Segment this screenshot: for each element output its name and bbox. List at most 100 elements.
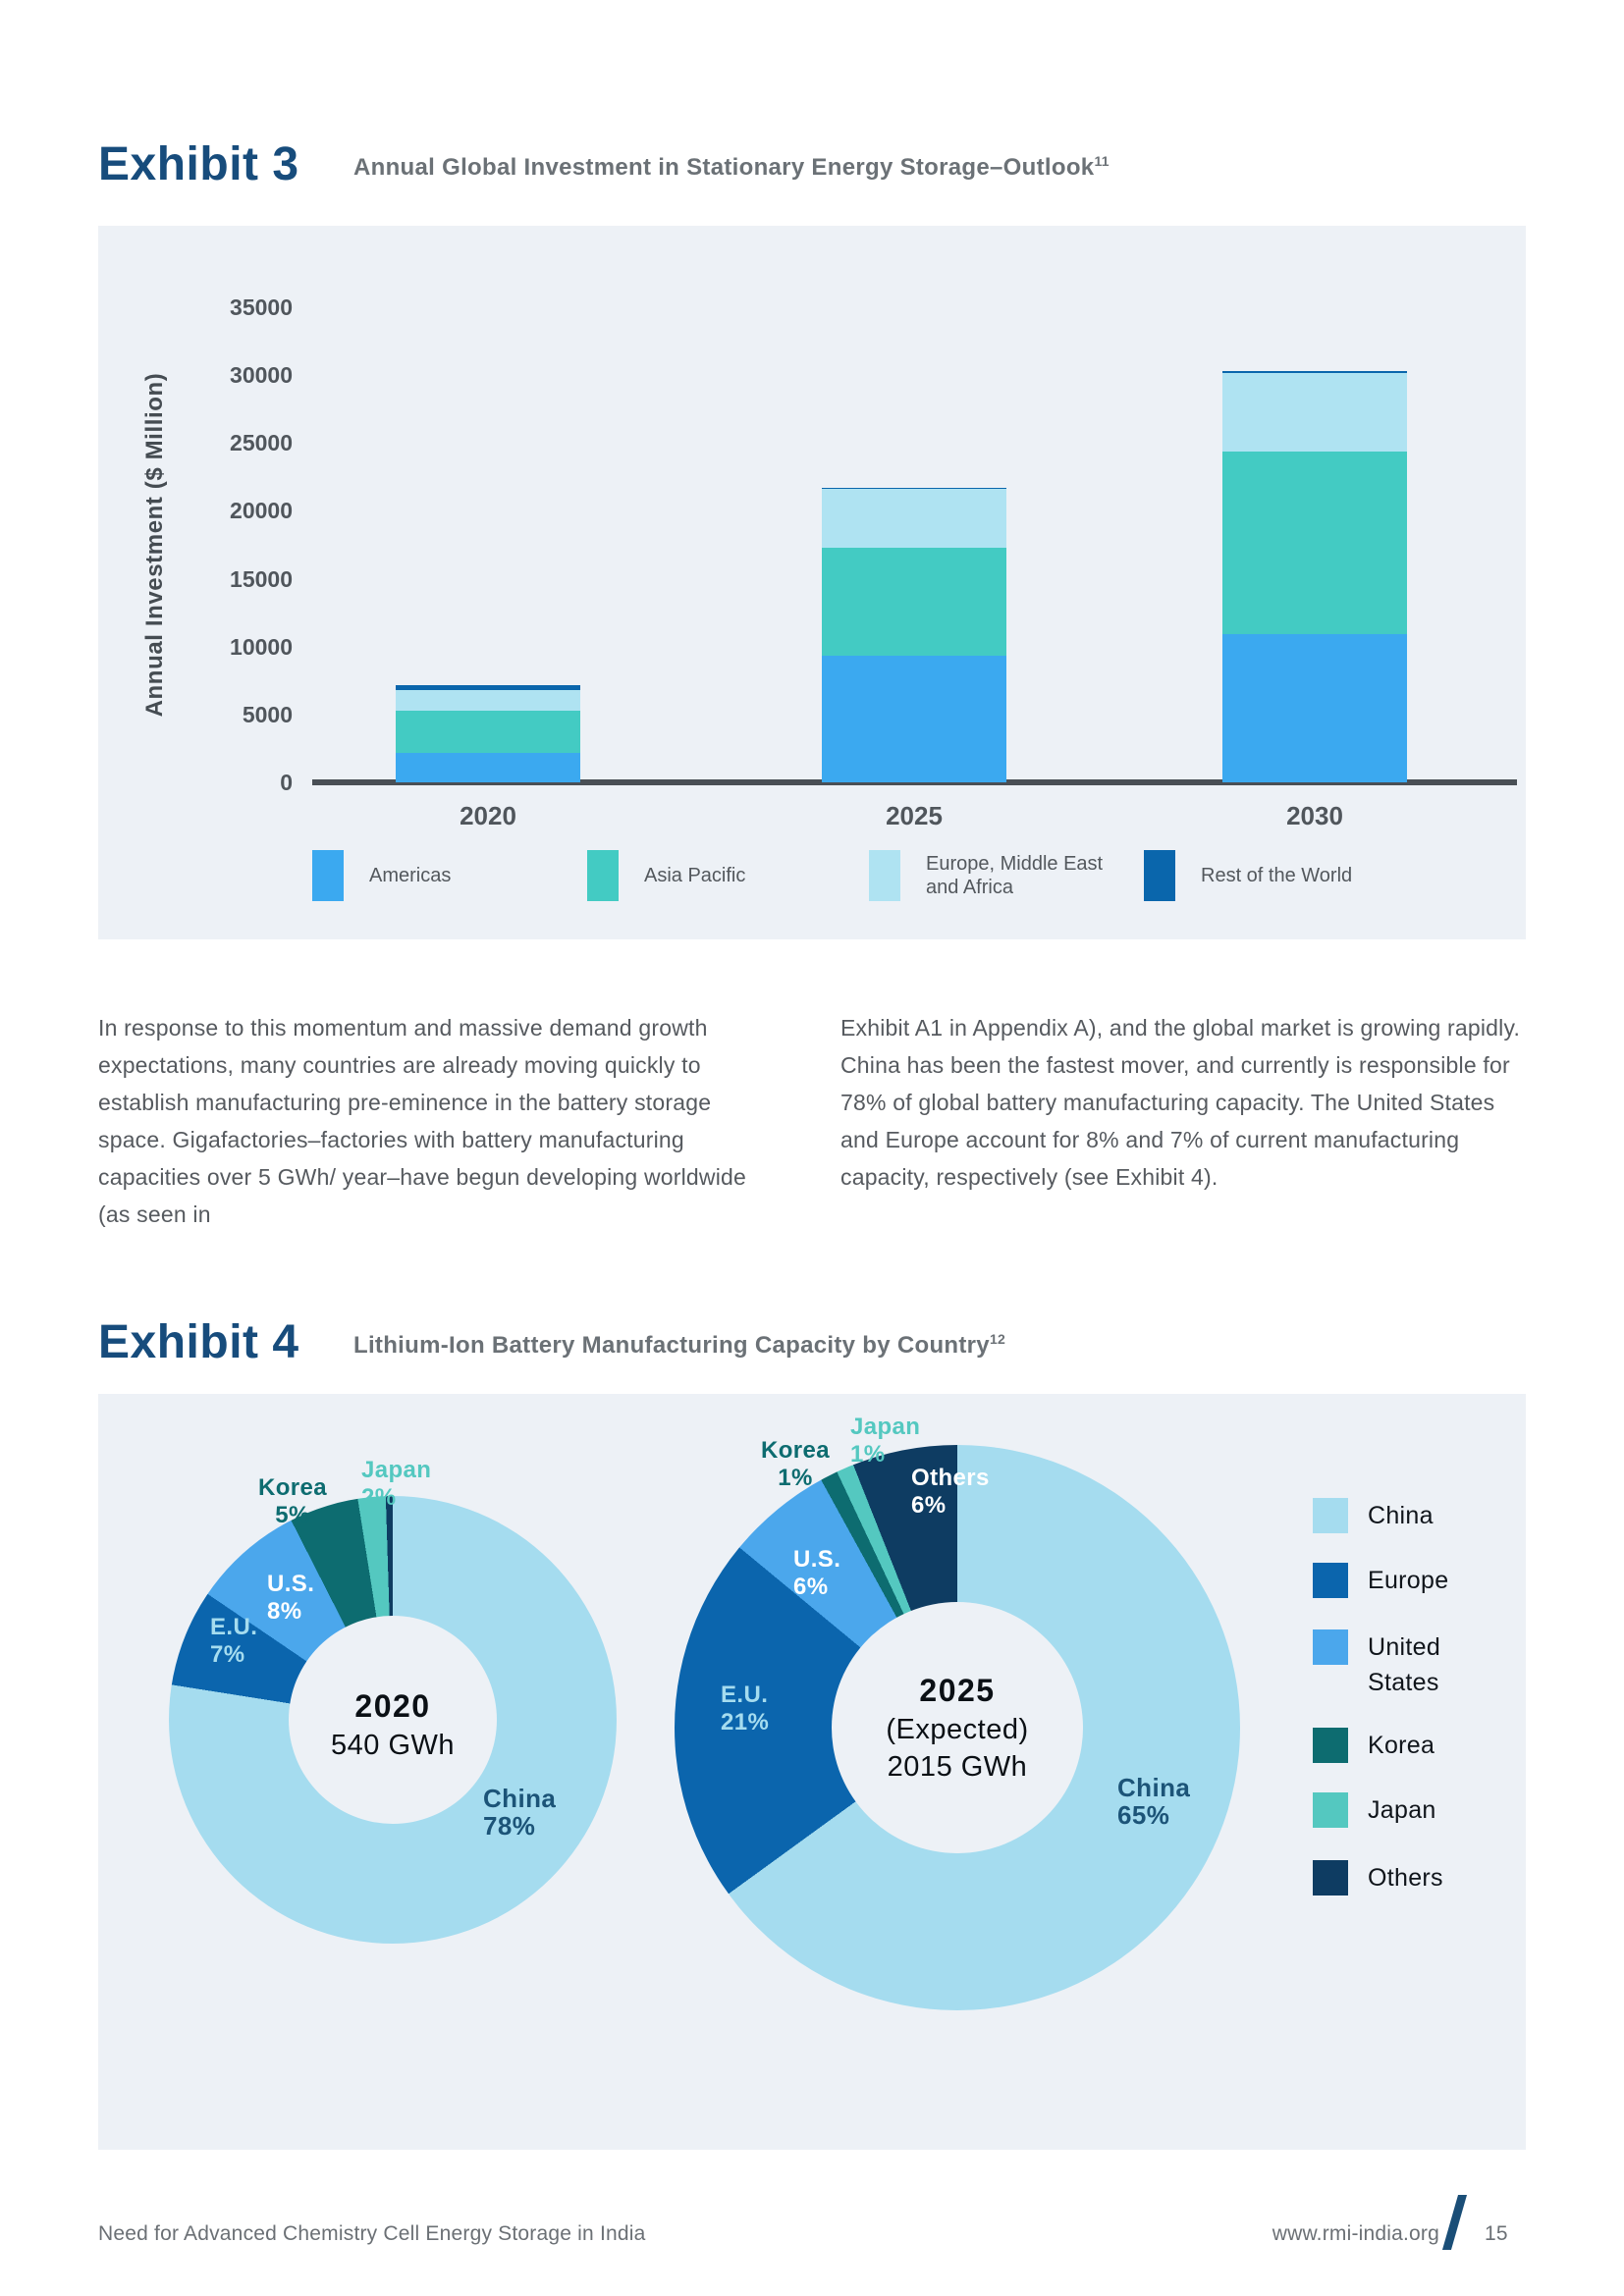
stacked-bar-2030 (1222, 371, 1407, 782)
legend-item: Europe, Middle East and Africa (869, 850, 1103, 901)
legend-label: China (1368, 1502, 1434, 1529)
legend-swatch (1313, 1728, 1348, 1763)
legend-item: United States (1313, 1629, 1440, 1700)
y-tick-label: 30000 (230, 362, 293, 389)
d1-china-pct: 78% (483, 1811, 536, 1841)
y-tick-label: 15000 (230, 565, 293, 592)
y-tick-label: 25000 (230, 430, 293, 456)
footer-site-url: www.rmi-india.org (1272, 2222, 1439, 2245)
x-tick-label: 2020 (460, 801, 516, 830)
bar-segment (396, 710, 580, 754)
y-tick-label: 35000 (230, 294, 293, 320)
legend-swatch (1313, 1563, 1348, 1598)
d2-korea-callout: Korea 1% (761, 1437, 830, 1492)
legend-label: Europe, Middle East and Africa (926, 853, 1104, 898)
d1-us-name: U.S. (267, 1571, 315, 1597)
d2-others-callout: Others 6% (911, 1465, 990, 1520)
legend-label: Americas (369, 865, 452, 886)
d2-others-name: Others (911, 1465, 990, 1491)
bar-segment (822, 487, 1006, 490)
d1-china-callout: China 78% (483, 1785, 556, 1840)
bar-segment (1222, 452, 1407, 634)
d1-center-label: 2020 540 GWh (331, 1688, 455, 1762)
exhibit3-title: Annual Global Investment in Stationary E… (353, 153, 1110, 182)
legend-label: Rest of the World (1201, 865, 1353, 886)
bar-segment (1222, 373, 1407, 453)
y-tick-label: 20000 (230, 498, 293, 524)
legend-label: Japan (1368, 1796, 1436, 1824)
exhibit4-title: Lithium-Ion Battery Manufacturing Capaci… (353, 1331, 1005, 1360)
exhibit3-footnote: 11 (1094, 153, 1110, 169)
x-axis-line (312, 779, 1517, 785)
d2-others-pct: 6% (911, 1492, 947, 1519)
d2-china-pct: 65% (1117, 1800, 1170, 1830)
legend-label: United States (1368, 1633, 1441, 1696)
x-tick-label: 2025 (886, 801, 943, 830)
legend-swatch (1313, 1498, 1348, 1533)
d1-japan-callout: Japan 2% (361, 1457, 431, 1512)
bar-chart-panel: Annual Investment ($ Million) 0 5000 10000… (98, 226, 1526, 939)
legend-label: Others (1368, 1864, 1443, 1892)
legend-swatch (1313, 1792, 1348, 1828)
y-tick-label: 0 (280, 770, 293, 795)
d2-japan-pct: 1% (850, 1441, 886, 1468)
bar-segment (1222, 371, 1407, 374)
d2-us-callout: U.S. 6% (793, 1546, 840, 1601)
bar-segment (396, 685, 580, 690)
bar-segment (822, 548, 1006, 656)
d2-eu-callout: E.U. 21% (721, 1682, 769, 1736)
bar-segment (1222, 634, 1407, 782)
d2-china-callout: China 65% (1117, 1774, 1190, 1829)
legend-item: Asia Pacific (587, 850, 745, 901)
d1-center-year: 2020 (354, 1688, 431, 1724)
d1-eu-name: E.U. (210, 1614, 258, 1640)
d1-korea-name: Korea (257, 1474, 328, 1501)
legend-swatch (1144, 850, 1175, 901)
x-tick-label: 2030 (1286, 801, 1343, 830)
d2-us-pct: 6% (793, 1574, 829, 1600)
d1-us-pct: 8% (267, 1598, 302, 1625)
donut-chart-panel: Korea 5% Japan 2% U.S. 8% E.U. 7% China … (98, 1394, 1526, 2150)
d2-japan-callout: Japan 1% (850, 1414, 920, 1468)
legend-item: Europe (1313, 1563, 1448, 1598)
d1-japan-name: Japan (361, 1457, 432, 1483)
stacked-bar-2020 (396, 685, 580, 782)
exhibit4-footnote: 12 (989, 1331, 1006, 1347)
d1-us-callout: U.S. 8% (267, 1571, 314, 1626)
donut-2025-hole (832, 1602, 1083, 1853)
legend-item: Rest of the World (1144, 850, 1352, 901)
footer-page-number: 15 (1485, 2222, 1508, 2245)
d2-center-label: 2025 (Expected) 2015 GWh (886, 1673, 1028, 1784)
d1-korea-callout: Korea 5% (258, 1474, 327, 1529)
d1-eu-callout: E.U. 7% (210, 1614, 257, 1669)
d2-eu-name: E.U. (721, 1682, 769, 1708)
d2-center-year: 2025 (919, 1673, 996, 1708)
y-tick-label: 5000 (242, 701, 293, 727)
d2-center-gwh: 2015 GWh (887, 1751, 1028, 1783)
legend-swatch (1313, 1629, 1348, 1665)
body-paragraph-left: In response to this momentum and massive… (98, 1015, 747, 1227)
d1-korea-pct: 5% (275, 1502, 310, 1528)
legend-item: Americas (312, 850, 451, 901)
donut-2020 (169, 1496, 617, 1944)
legend-swatch (587, 850, 619, 901)
legend-swatch (1313, 1860, 1348, 1896)
bar-segment (822, 655, 1006, 782)
donut-2020-hole (289, 1616, 497, 1824)
legend-label: Asia Pacific (644, 865, 746, 886)
body-paragraph-right: Exhibit A1 in Appendix A), and the globa… (840, 1015, 1521, 1190)
d2-korea-name: Korea (760, 1437, 831, 1464)
d2-china-name: China (1117, 1773, 1191, 1802)
exhibit4-label: Exhibit 4 (98, 1316, 299, 1368)
d1-china-name: China (483, 1784, 557, 1813)
legend-swatch (869, 850, 900, 901)
bar-segment (396, 753, 580, 782)
legend-label: Korea (1368, 1732, 1435, 1759)
legend-swatch (312, 850, 344, 901)
y-axis-title: Annual Investment ($ Million) (141, 372, 168, 718)
d2-eu-pct: 21% (721, 1709, 770, 1735)
legend-item: China (1313, 1498, 1434, 1533)
exhibit3-title-text: Annual Global Investment in Stationary E… (353, 154, 1095, 181)
footer-report-title: Need for Advanced Chemistry Cell Energy … (98, 2222, 646, 2245)
